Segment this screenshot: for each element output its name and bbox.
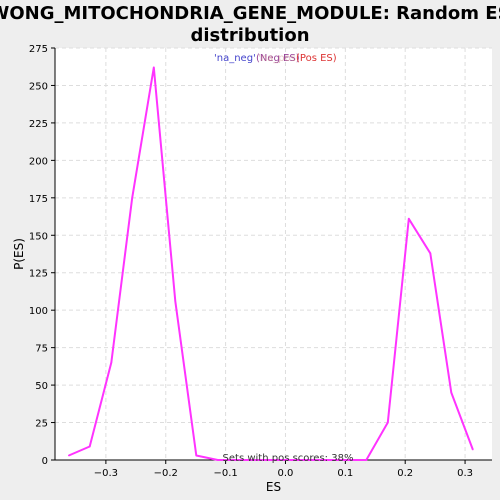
y-axis-label: P(ES) xyxy=(12,238,26,270)
data-point xyxy=(217,459,219,461)
x-tick-label: −0.1 xyxy=(213,468,237,479)
series-line xyxy=(68,66,474,461)
data-point xyxy=(152,66,155,69)
y-tick-label: 150 xyxy=(29,231,48,242)
data-point xyxy=(344,459,347,461)
data-point xyxy=(67,454,70,457)
data-point xyxy=(131,197,134,199)
legend-label-na-pos: 'na_pos' xyxy=(258,53,299,64)
y-tick-label: 225 xyxy=(29,119,48,130)
plot-area xyxy=(55,48,492,460)
x-axis-label: ES xyxy=(266,480,281,494)
data-point xyxy=(195,454,198,457)
data-point xyxy=(302,459,304,461)
chart-title-line: WONG_MITOCHONDRIA_GENE_MODULE: Random ES xyxy=(0,3,500,24)
x-tick-label: 0.0 xyxy=(278,468,294,479)
data-point xyxy=(365,459,368,461)
y-tick-label: 250 xyxy=(29,81,48,92)
x-tick-label: −0.2 xyxy=(154,468,178,479)
data-point xyxy=(472,448,474,451)
y-tick-label: 125 xyxy=(29,269,48,280)
data-point xyxy=(429,252,432,255)
data-point xyxy=(387,421,389,424)
data-point xyxy=(450,391,453,394)
x-tick-label: −0.3 xyxy=(94,468,118,479)
data-point xyxy=(407,217,410,220)
y-tick-label: 100 xyxy=(29,306,48,317)
chart-title-line: distribution xyxy=(190,25,309,46)
x-tick-label: 0.2 xyxy=(397,468,413,479)
y-tick-label: 50 xyxy=(35,381,48,392)
data-point xyxy=(174,300,177,302)
data-point xyxy=(280,459,283,461)
annotation-pos-scores: Sets with pos scores: 38% xyxy=(223,453,354,464)
legend-label-pos-es: (Pos ES) xyxy=(296,53,337,64)
y-tick-label: 0 xyxy=(42,456,48,467)
legend-label-na-neg: 'na_neg' xyxy=(214,53,256,64)
y-tick-label: 25 xyxy=(35,419,48,430)
y-tick-label: 275 xyxy=(29,44,48,55)
data-point xyxy=(88,445,91,448)
y-tick-label: 75 xyxy=(35,344,48,355)
data-point xyxy=(259,459,262,461)
data-point xyxy=(322,459,325,461)
x-tick-label: 0.3 xyxy=(457,468,473,479)
x-tick-label: 0.1 xyxy=(337,468,353,479)
y-tick-label: 200 xyxy=(29,156,48,167)
data-point xyxy=(110,361,113,364)
y-tick-label: 175 xyxy=(29,194,48,205)
legend-label-neg-es: (Neg ES) xyxy=(256,53,300,64)
data-point xyxy=(237,459,240,461)
